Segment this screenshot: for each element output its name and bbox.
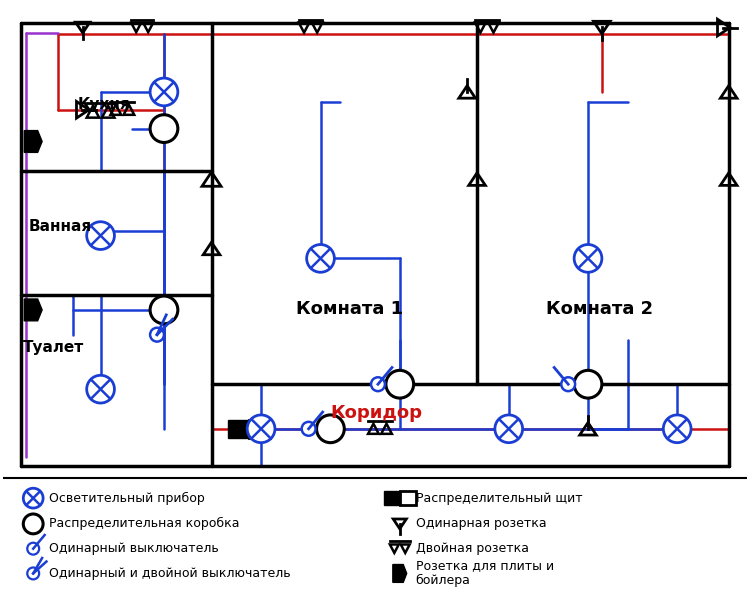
Circle shape — [23, 488, 43, 508]
Circle shape — [495, 415, 523, 443]
Text: Комната 2: Комната 2 — [547, 300, 653, 318]
Text: Одинарный и двойной выключатель: Одинарный и двойной выключатель — [49, 567, 291, 580]
Polygon shape — [24, 299, 42, 321]
Bar — [228, 420, 249, 438]
Polygon shape — [24, 131, 42, 152]
Circle shape — [307, 245, 334, 272]
Text: Ванная: Ванная — [28, 219, 92, 234]
Circle shape — [150, 115, 178, 142]
Bar — [400, 491, 416, 505]
Circle shape — [663, 415, 691, 443]
Circle shape — [248, 415, 275, 443]
Text: Распределительная коробка: Распределительная коробка — [49, 517, 239, 530]
Circle shape — [27, 568, 39, 580]
Text: Комната 1: Комната 1 — [296, 300, 403, 318]
Text: Одинарный выключатель: Одинарный выключатель — [49, 542, 219, 555]
Circle shape — [316, 415, 344, 443]
Circle shape — [87, 375, 115, 403]
Circle shape — [150, 78, 178, 106]
Text: Распределительный щит: Распределительный щит — [416, 491, 582, 505]
Bar — [384, 491, 400, 505]
Bar — [249, 420, 270, 438]
Circle shape — [561, 377, 575, 391]
Circle shape — [574, 245, 602, 272]
Text: Розетка для плиты и
бойлера: Розетка для плиты и бойлера — [416, 559, 554, 587]
Circle shape — [386, 370, 414, 398]
Polygon shape — [393, 565, 406, 583]
Circle shape — [302, 422, 316, 436]
Circle shape — [27, 543, 39, 554]
Circle shape — [87, 222, 115, 250]
Text: Коридор: Коридор — [331, 404, 422, 422]
Circle shape — [150, 296, 178, 324]
Circle shape — [574, 370, 602, 398]
Circle shape — [23, 514, 43, 534]
Text: Кухня: Кухня — [78, 97, 130, 112]
Text: Одинарная розетка: Одинарная розетка — [416, 517, 546, 530]
Circle shape — [371, 377, 385, 391]
Text: Двойная розетка: Двойная розетка — [416, 542, 529, 555]
Text: Туалет: Туалет — [23, 340, 85, 355]
Circle shape — [150, 328, 164, 341]
Text: Осветительный прибор: Осветительный прибор — [49, 491, 205, 505]
